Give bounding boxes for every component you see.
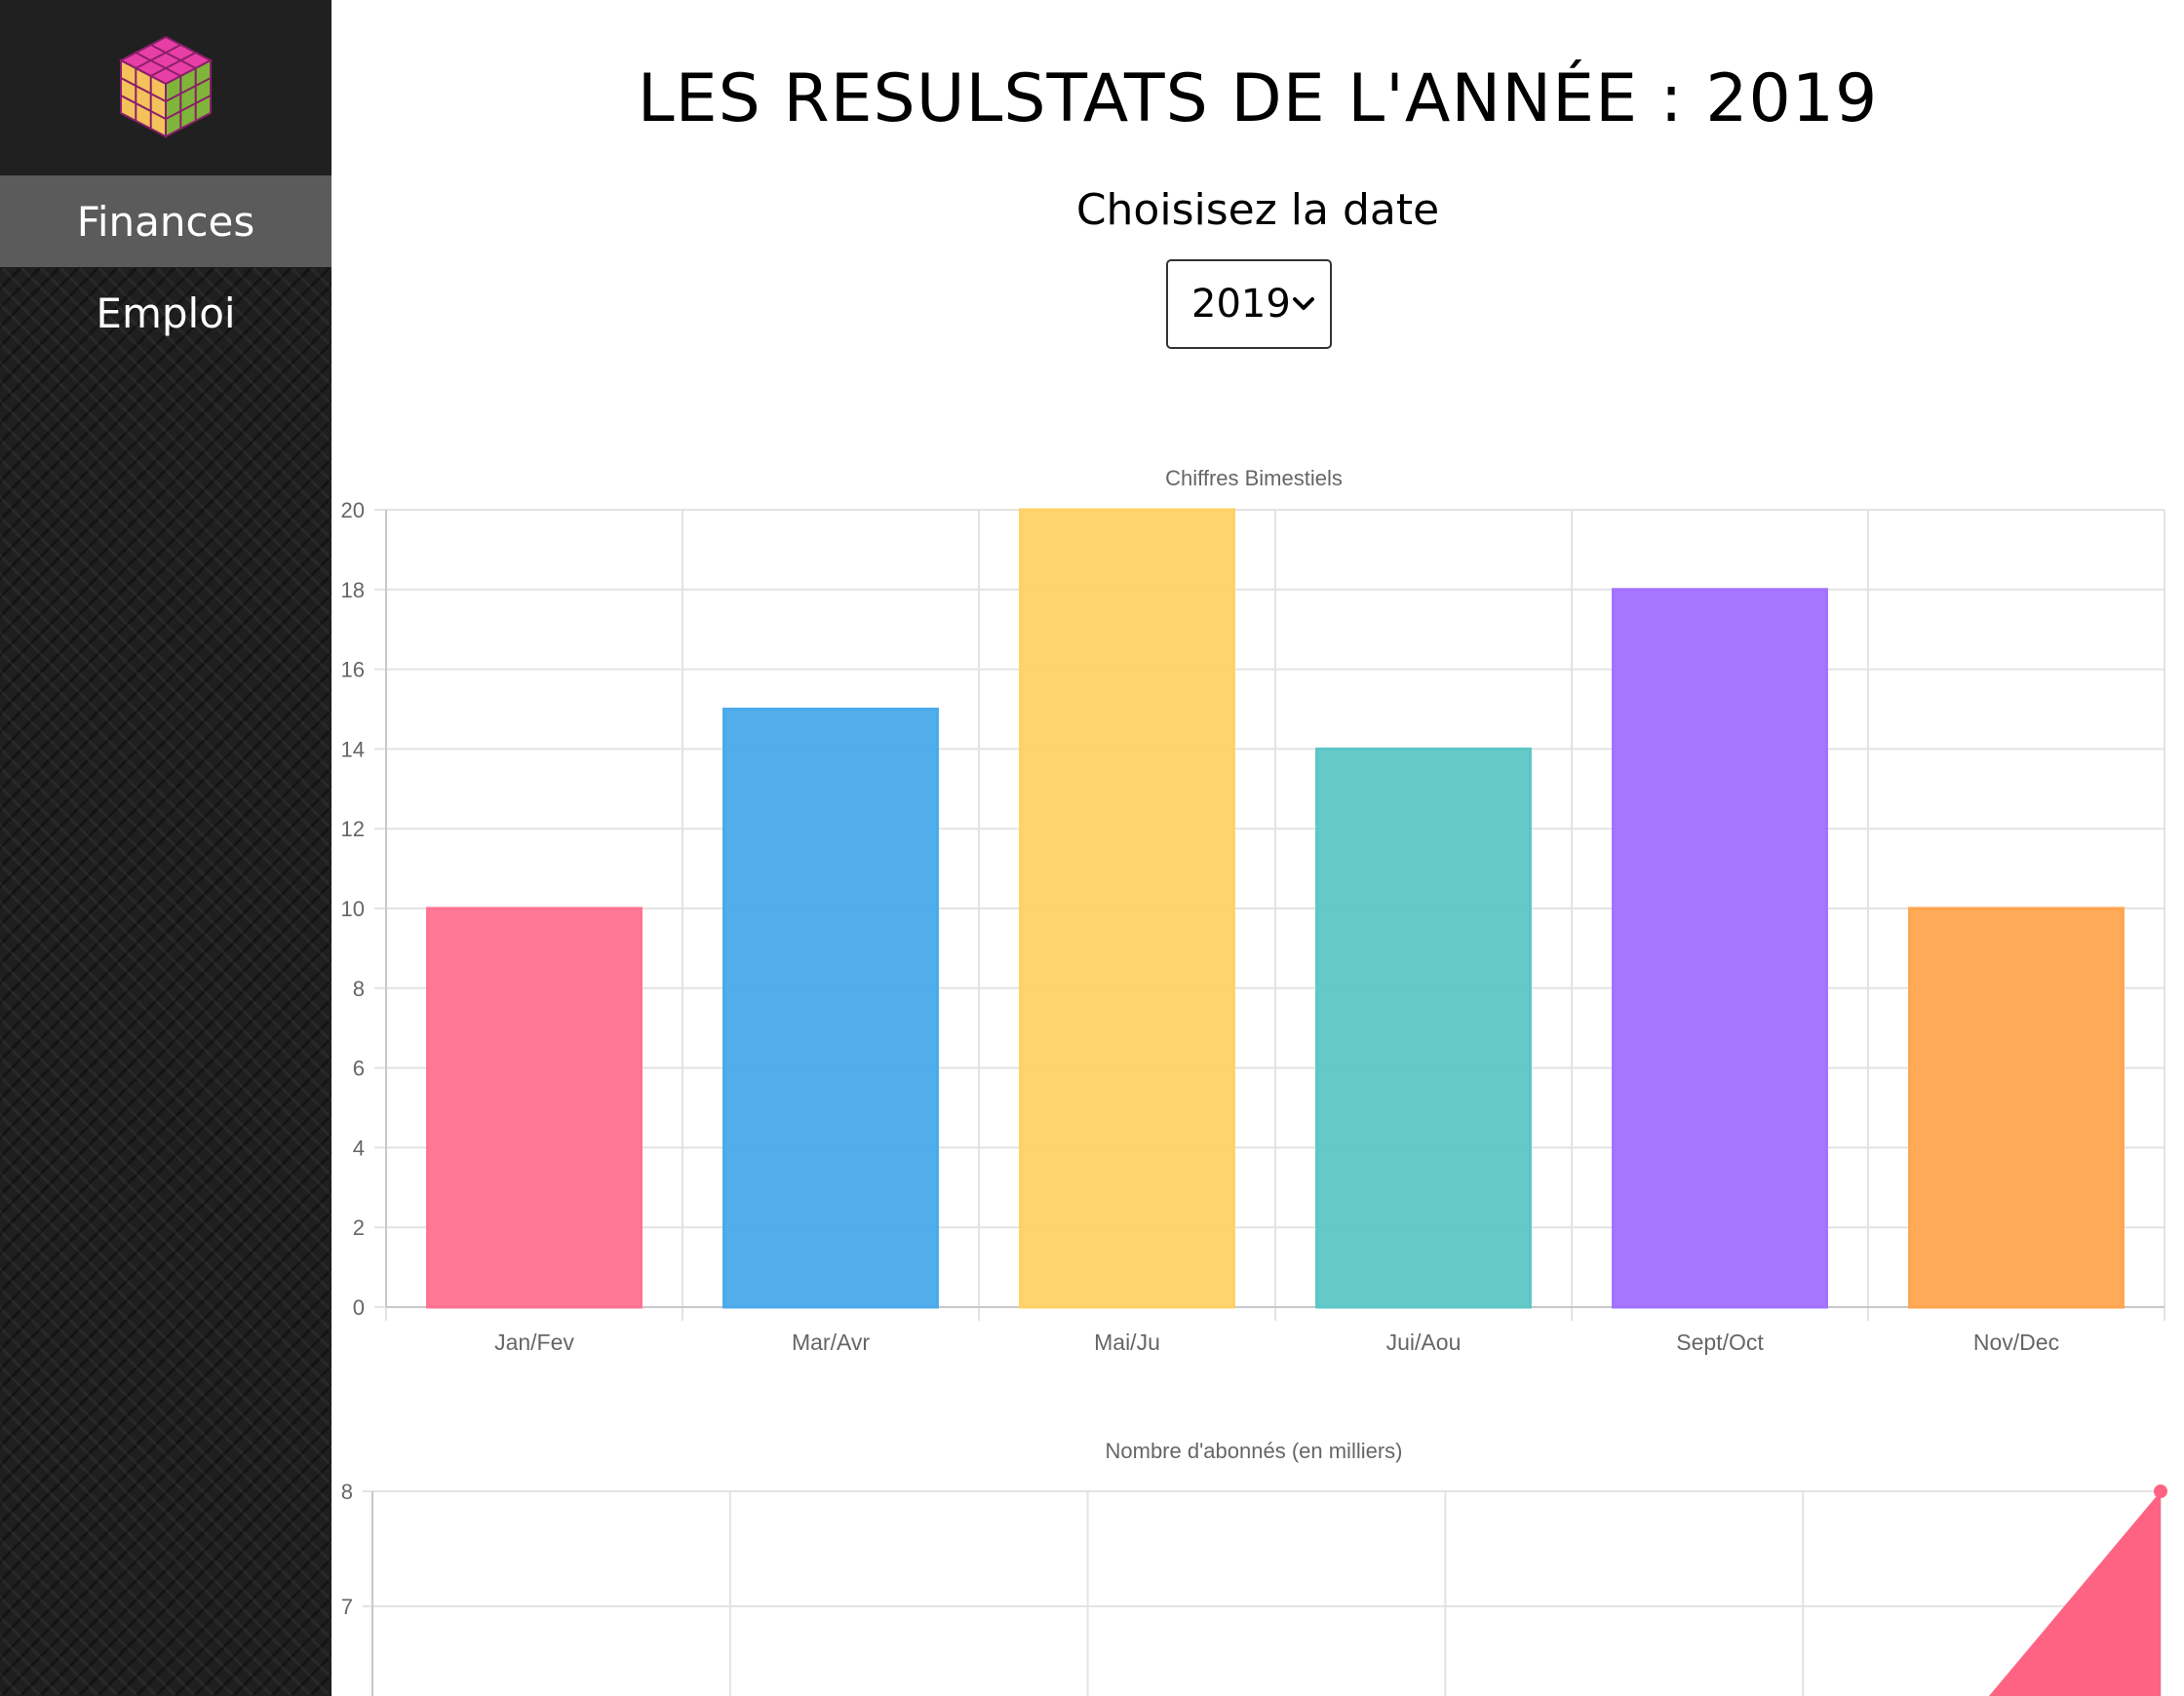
sidebar-item-finances[interactable]: Finances [0,175,332,267]
bar[interactable] [1315,747,1532,1309]
x-tick-label: Jui/Aou [1386,1330,1462,1355]
date-prompt: Choisisez la date [1075,185,1440,235]
y-tick-label: 10 [341,897,365,921]
y-tick-label: 4 [353,1136,365,1160]
area-chart-series [1989,1484,2167,1696]
y-tick-label: 16 [341,658,365,682]
sidebar-item-label: Emploi [96,289,236,337]
x-tick-label: Mar/Avr [792,1330,870,1355]
bar-chart-grid [374,509,2165,1321]
y-tick-label: 20 [341,498,365,522]
y-tick-label: 8 [341,1480,353,1504]
bar-chart-title: Chiffres Bimestiels [1165,466,1343,490]
bar[interactable] [722,708,939,1309]
area-chart: Nombre d'abonnés (en milliers) 87 [341,1439,2167,1696]
sidebar-item-label: Finances [76,197,255,246]
area-chart-title: Nombre d'abonnés (en milliers) [1106,1439,1403,1463]
bar[interactable] [1612,588,1828,1309]
bar-chart-bars [426,508,2125,1309]
area-chart-grid: 87 [341,1480,2162,1696]
y-tick-label: 2 [353,1215,365,1240]
page-title: LES RESULSTATS DE L'ANNÉE : 2019 [637,60,1879,137]
x-tick-label: Sept/Oct [1676,1330,1764,1355]
bar-chart: Chiffres Bimestiels 0 2 4 6 8 10 12 14 16 18 20 Jan… [341,466,2165,1355]
data-point[interactable] [2154,1484,2167,1498]
y-tick-label: 12 [341,817,365,841]
logo-bar [0,0,332,175]
y-tick-label: 18 [341,578,365,602]
bar[interactable] [426,906,643,1309]
bar[interactable] [1019,508,1235,1309]
y-tick-label: 7 [341,1595,353,1619]
year-select[interactable]: 2019 [1166,259,1332,349]
x-tick-label: Mai/Ju [1094,1330,1160,1355]
x-tick-label: Nov/Dec [1973,1330,2059,1355]
sidebar-item-emploi[interactable]: Emploi [0,267,332,359]
chevron-down-icon [1293,297,1314,310]
y-tick-label: 6 [353,1057,365,1081]
bar-chart-labels: 0 2 4 6 8 10 12 14 16 18 20 Jan/Fev Mar/Avr Mai/Ju Jui… [341,498,2060,1355]
x-tick-label: Jan/Fev [494,1330,574,1355]
y-tick-label: 8 [353,977,365,1001]
y-tick-label: 0 [353,1295,365,1320]
area-fill [1989,1491,2161,1696]
bar[interactable] [1908,906,2125,1309]
y-tick-label: 14 [341,737,365,761]
rubiks-cube-icon[interactable] [115,35,216,140]
sidebar: Finances Emploi [0,0,332,1696]
year-select-value: 2019 [1191,282,1291,327]
